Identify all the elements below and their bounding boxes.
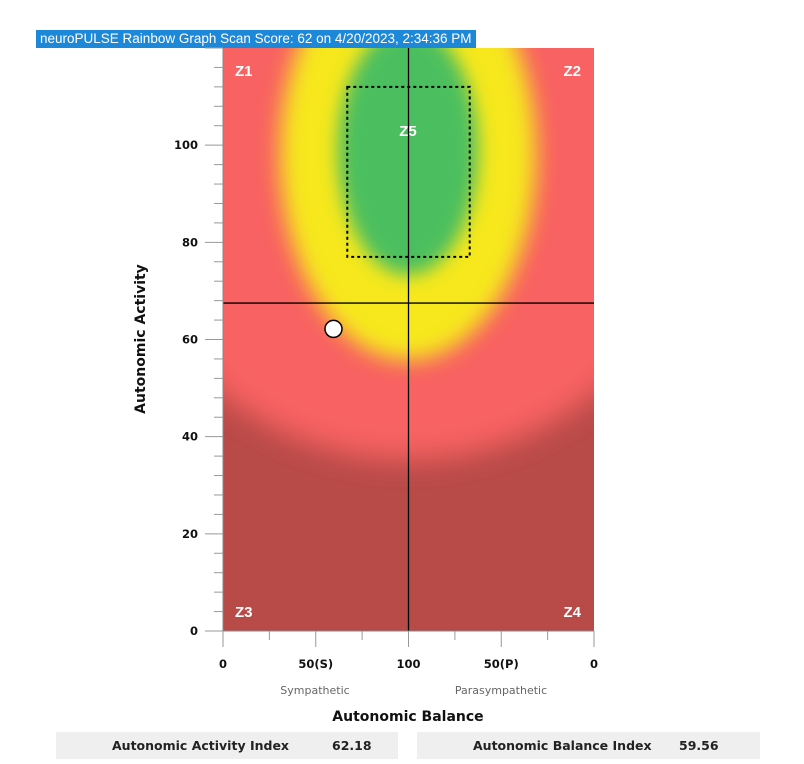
balance-index-value: 59.56 [679,738,719,753]
activity-index-panel: Autonomic Activity Index 62.18 [56,732,398,759]
zone-label-z3: Z3 [235,604,253,621]
x-tick-label: 0 [219,657,227,671]
balance-index-label: Autonomic Balance Index [473,738,652,753]
activity-index-value: 62.18 [332,738,372,753]
y-tick-label: 100 [174,138,198,152]
zone-label-z1: Z1 [235,63,253,80]
chart-title-banner: neuroPULSE Rainbow Graph Scan Score: 62 … [36,30,476,48]
scan-data-point[interactable] [324,319,343,339]
x-axis-title: Autonomic Balance [332,709,483,725]
y-tick-label: 0 [190,624,198,638]
y-axis-title: Autonomic Activity [133,264,149,414]
x-sublabel-sympathetic: Sympathetic [280,684,349,697]
x-tick-label: 50(P) [484,657,519,671]
x-tick-label: 0 [590,657,598,671]
x-tick-label: 50(S) [298,657,333,671]
y-tick-label: 80 [182,235,198,249]
balance-index-panel: Autonomic Balance Index 59.56 [417,732,760,759]
y-axis-ticks: 0 20 40 60 80 100 [174,47,223,638]
x-tick-label: 100 [396,657,420,671]
zone-label-z4: Z4 [563,604,581,621]
y-tick-label: 60 [182,333,198,347]
zone-label-z2: Z2 [563,63,581,80]
activity-index-label: Autonomic Activity Index [112,738,289,753]
x-sublabel-parasympathetic: Parasympathetic [455,684,547,697]
y-tick-label: 20 [182,527,198,541]
y-tick-label: 40 [182,430,198,444]
x-axis-ticks: 0 50(S) 100 50(P) 0 [219,631,598,671]
